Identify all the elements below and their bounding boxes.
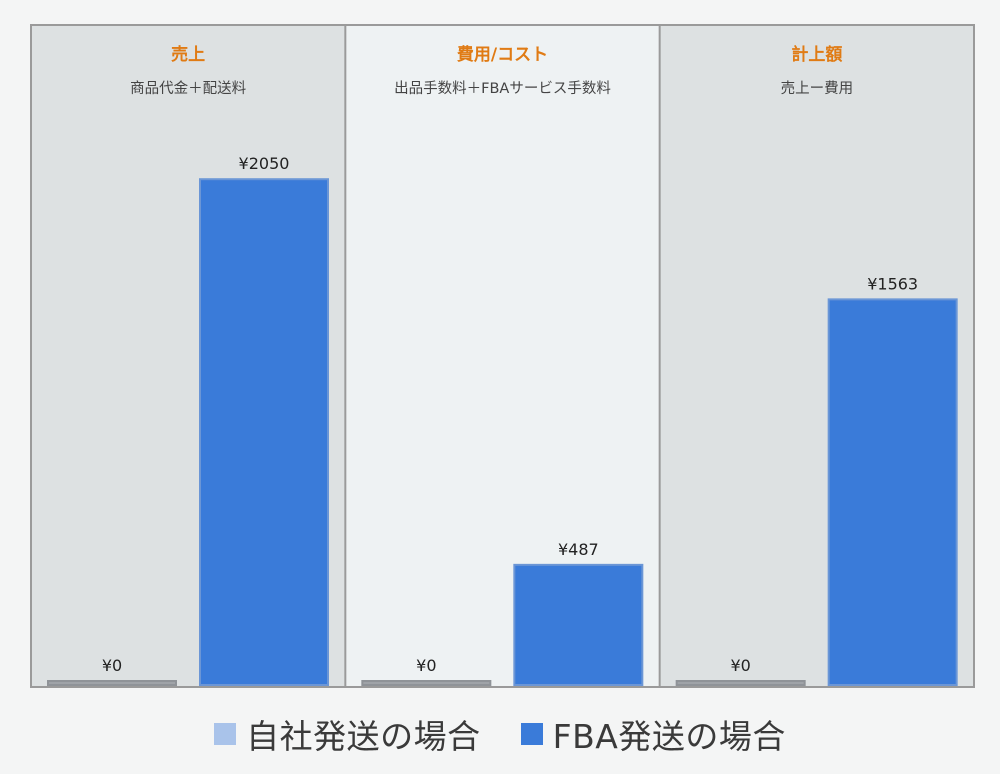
bar-self-shipping-sales [47,680,177,686]
bar-label-self-shipping-net: ¥0 [730,656,750,675]
legend-swatch-fba-shipping [520,723,543,745]
panel-title-cost: 費用/コスト [457,44,548,65]
legend-item-self-shipping: 自社発送の場合 [214,710,481,758]
bar-fba-shipping-cost [513,563,644,687]
bar-self-shipping-net [675,680,806,686]
bar-fba-shipping-net [827,298,958,686]
panel-subtitle-cost: 出品手数料＋FBAサービス手数料 [394,80,611,97]
legend-swatch-self-shipping [214,723,237,745]
chart-frame [30,24,975,688]
panel-title-net: 計上額 [791,44,842,65]
legend-label-self-shipping: 自社発送の場合 [246,717,481,756]
bar-label-fba-shipping-sales: ¥2050 [239,154,290,173]
bar-label-fba-shipping-net: ¥1563 [867,274,918,293]
bar-self-shipping-cost [361,680,492,686]
bar-label-self-shipping-cost: ¥0 [416,656,436,675]
bar-fba-shipping-sales [199,178,329,687]
legend-label-fba-shipping: FBA発送の場合 [552,717,786,756]
panel-subtitle-net: 売上ー費用 [781,80,854,97]
bar-label-fba-shipping-cost: ¥487 [558,540,599,559]
panel-title-sales: 売上 [171,44,205,65]
panel-subtitle-sales: 商品代金＋配送料 [130,80,246,97]
bar-label-self-shipping-sales: ¥0 [102,656,122,675]
legend-item-fba-shipping: FBA発送の場合 [520,710,786,758]
chart-legend: 自社発送の場合 FBA発送の場合 [0,706,1000,762]
